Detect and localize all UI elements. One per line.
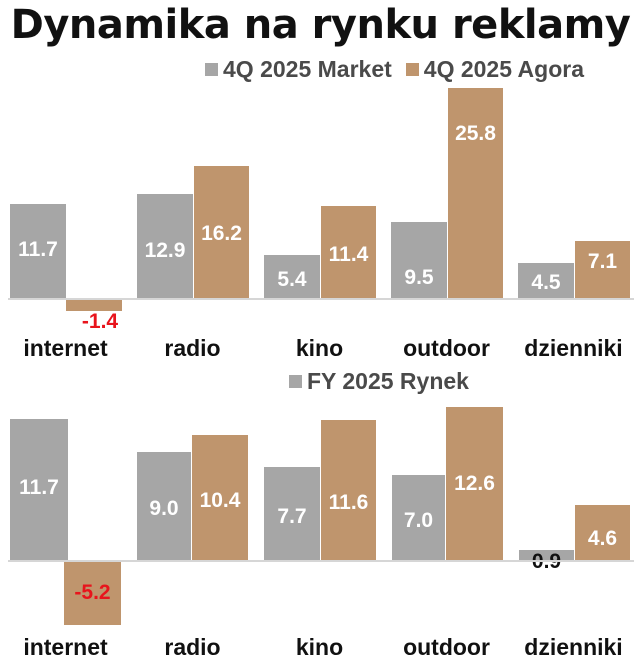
bar-value: 7.7	[277, 505, 307, 528]
chart-title: Dynamika na rynku reklamy	[10, 2, 631, 48]
bar-value: 11.7	[18, 238, 58, 261]
bar-value: 7.1	[587, 250, 618, 273]
bar-market-radio: 9.0	[137, 452, 191, 560]
bar-agora-internet: -5.2	[64, 561, 121, 625]
bar-market-kino: 5.4	[264, 255, 320, 299]
bar-agora-internet: -1.4	[66, 300, 122, 333]
legend-item-agora: 4Q 2025 Agora	[405, 56, 585, 83]
bar-agora-kino: 11.6	[321, 420, 376, 560]
legend-label: 4Q 2025 Agora	[423, 56, 585, 82]
x-axis-line	[8, 560, 634, 562]
bar-value: 7.0	[403, 509, 434, 532]
legend-label: FY 2025 Rynek	[307, 368, 469, 394]
category-label: dzienniki	[524, 634, 623, 660]
legend-label: 4Q 2025 Market	[223, 56, 392, 82]
bar-market-dzienniki: 4.5	[518, 263, 574, 299]
bar-value: 12.6	[454, 472, 495, 495]
bar-market-internet: 11.7	[10, 204, 66, 299]
bar-market-dzienniki: 0.9	[519, 550, 574, 573]
bar-value: 0.9	[531, 550, 562, 573]
bar-agora-dzienniki: 7.1	[575, 241, 630, 299]
bar-agora-kino: 11.4	[321, 206, 376, 299]
x-axis-line	[8, 298, 634, 300]
bar-value: -1.4	[81, 310, 119, 333]
category-label: internet	[23, 634, 108, 660]
category-label: outdoor	[403, 335, 490, 361]
bar-agora-outdoor: 12.6	[446, 407, 503, 560]
category-label: radio	[164, 634, 221, 660]
legend-swatch-rynek-icon	[289, 375, 302, 388]
legend-swatch-market-icon	[205, 63, 218, 76]
bar-agora-outdoor: 25.8	[448, 88, 503, 299]
bar-value: 10.4	[199, 489, 241, 512]
bar-value: 12.9	[144, 239, 186, 262]
bar-value: 25.8	[455, 122, 496, 145]
bar-value: 11.6	[328, 491, 369, 514]
category-label: internet	[23, 335, 108, 361]
bottom-legend: FY 2025 Rynek	[289, 368, 483, 395]
category-label: radio	[164, 335, 221, 361]
bar-agora-dzienniki: 4.6	[575, 505, 630, 560]
bar-market-outdoor: 7.0	[392, 475, 445, 560]
legend-item-rynek: FY 2025 Rynek	[289, 368, 469, 395]
category-label: dzienniki	[524, 335, 623, 361]
bar-agora-radio: 10.4	[192, 435, 248, 560]
bar-value: 5.4	[277, 268, 307, 291]
legend-item-market: 4Q 2025 Market	[205, 56, 392, 83]
bar-market-internet: 11.7	[10, 419, 68, 560]
top-legend: 4Q 2025 Market 4Q 2025 Agora	[205, 56, 598, 83]
category-label: outdoor	[403, 634, 490, 660]
category-label: kino	[295, 634, 344, 660]
bar-market-radio: 12.9	[137, 194, 193, 299]
bar-value: 16.2	[201, 222, 242, 245]
bar-value: 11.7	[19, 476, 59, 499]
bar-value: 4.5	[531, 271, 561, 294]
bar-value: 11.4	[328, 243, 369, 266]
bar-value: 4.6	[587, 527, 618, 550]
bar-value: 9.0	[149, 497, 179, 520]
bar-agora-radio: 16.2	[194, 166, 249, 299]
top-chart: 11.7 -1.4 12.9 16.2 5.4 11.4 9.5 25.8 4.…	[8, 88, 634, 361]
bar-value: 9.5	[404, 266, 434, 289]
category-label: kino	[295, 335, 344, 361]
bar-market-kino: 7.7	[264, 467, 320, 560]
legend-swatch-agora-icon	[405, 63, 419, 76]
bar-market-outdoor: 9.5	[391, 222, 447, 299]
bar-value: -5.2	[74, 581, 111, 604]
